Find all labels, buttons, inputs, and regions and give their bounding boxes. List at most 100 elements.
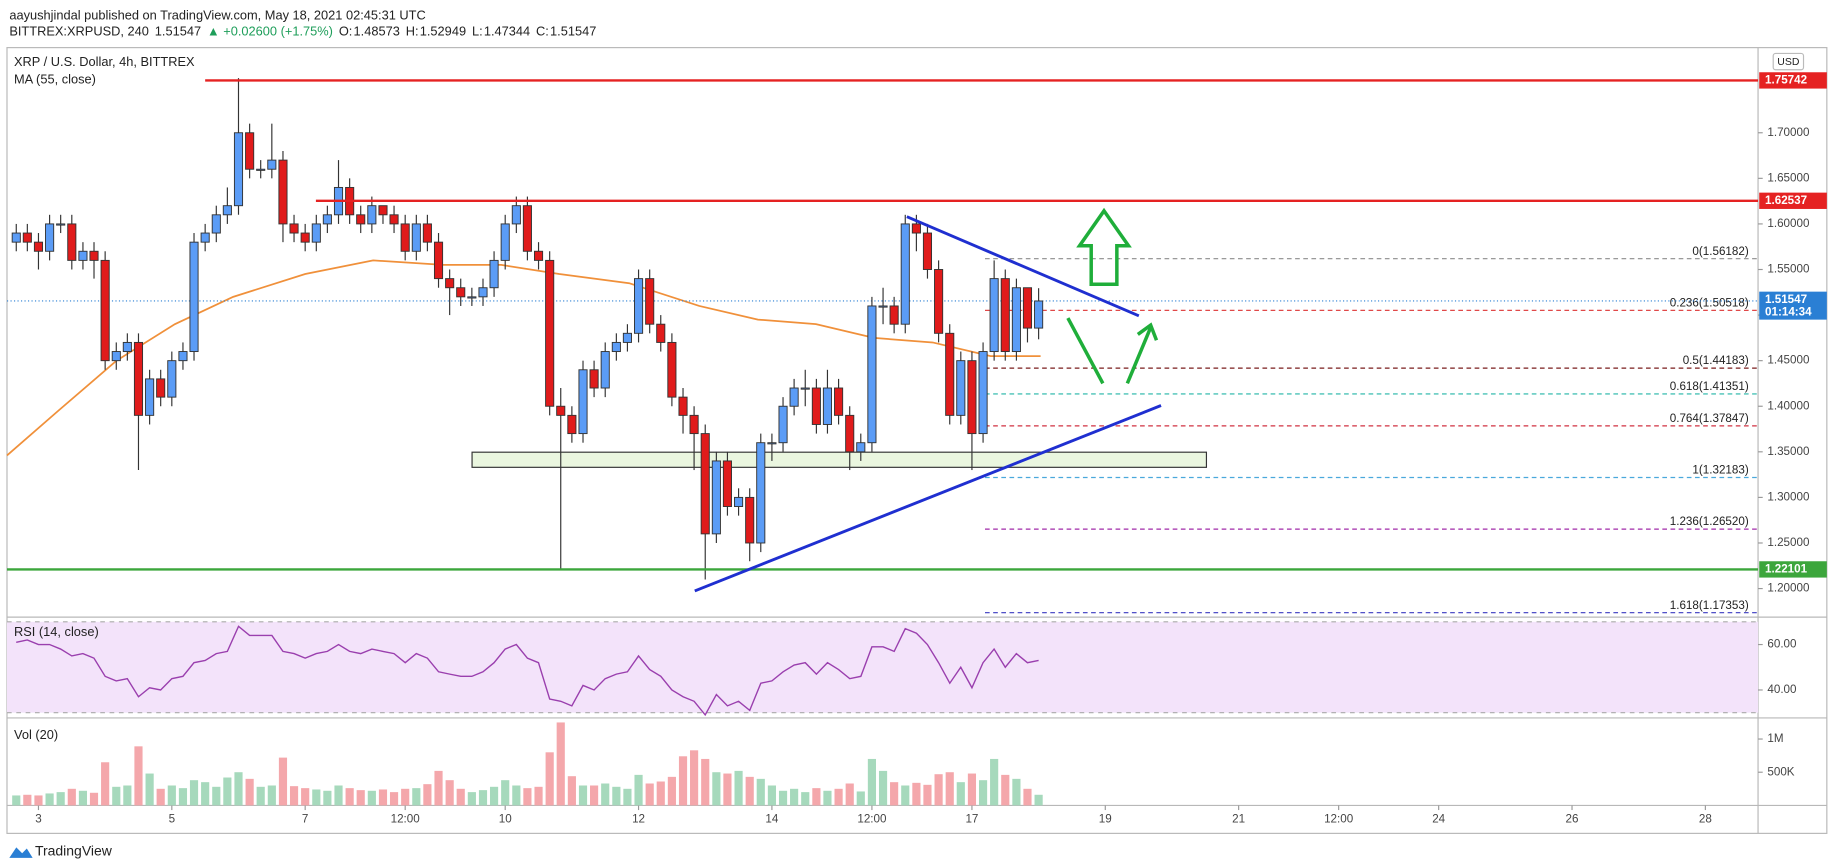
volume-bar	[134, 746, 143, 806]
volume-bar	[801, 792, 810, 806]
x-tick-label: 26	[1566, 812, 1579, 825]
volume-bar	[201, 782, 210, 806]
candle-body	[111, 351, 121, 362]
y-tick-label: 1.25000	[1767, 536, 1810, 549]
candle-body	[911, 223, 921, 234]
candle-body	[822, 387, 832, 425]
candle-body	[56, 223, 66, 226]
candle-body	[422, 223, 432, 243]
ma-legend: MA (55, close)	[14, 72, 96, 87]
candle-body	[200, 232, 210, 243]
candle-body	[233, 132, 244, 207]
volume-bar	[578, 785, 588, 806]
candle-body	[122, 341, 132, 353]
ohlc-value: 1.51547	[550, 24, 596, 39]
candle-body	[445, 278, 455, 289]
volume-bar	[601, 783, 610, 806]
ohlc-value: 1.48573	[354, 24, 400, 39]
volume-bar	[178, 788, 188, 806]
volume-bar	[990, 758, 999, 806]
candle-body	[78, 250, 88, 261]
y-tick-label: 1.65000	[1767, 171, 1810, 184]
volume-bar	[112, 786, 121, 806]
arrow-down-stroke	[1066, 317, 1105, 385]
candle-body	[1034, 300, 1044, 329]
candle-body	[745, 496, 755, 544]
candle-body	[1022, 287, 1033, 329]
y-tick-label: 1.70000	[1767, 126, 1810, 139]
volume-bar	[345, 788, 354, 806]
volume-bar	[289, 786, 299, 806]
y-tick-label: 1.55000	[1767, 263, 1810, 276]
last: 1.51547	[155, 24, 201, 39]
y-tick-label: 1.45000	[1767, 354, 1810, 367]
y-tick-label: 60.00	[1767, 638, 1797, 651]
candle-body	[578, 369, 588, 435]
volume-bar	[78, 790, 88, 806]
volume-bar	[678, 756, 688, 806]
volume-bar	[778, 790, 788, 806]
volume-bar	[856, 791, 865, 806]
volume-bar	[634, 774, 643, 806]
rsi-line	[16, 625, 1039, 717]
x-tick-label: 17	[965, 812, 978, 825]
candle-body	[867, 305, 877, 444]
level-label: 1.75742	[1765, 73, 1808, 86]
volume-bar	[790, 788, 799, 806]
y-tick-label: 1.40000	[1767, 399, 1810, 412]
candle-body	[256, 168, 266, 171]
currency-box[interactable]	[1772, 52, 1805, 71]
candle-body	[278, 159, 288, 225]
arrow-up-stroke	[1125, 326, 1153, 385]
volume-bar	[612, 786, 621, 806]
volume-bar	[878, 770, 888, 806]
volume-bar	[401, 788, 410, 806]
x-tick-label: 12:00	[1324, 812, 1354, 825]
candle-body	[856, 442, 866, 453]
x-tick-label: 28	[1699, 812, 1712, 825]
candle-body	[767, 442, 777, 445]
volume-bar	[967, 773, 977, 806]
volume-bar	[256, 786, 265, 806]
y-tick-label: 1.30000	[1767, 490, 1810, 503]
volume-bar	[356, 790, 365, 806]
volume-bar	[845, 783, 854, 806]
candle-body	[811, 387, 821, 425]
volume-bar	[523, 788, 532, 806]
candle-body	[211, 214, 221, 234]
candle-body	[245, 132, 255, 170]
volume-bar	[89, 792, 99, 806]
candle-body	[433, 241, 444, 280]
candle-body	[500, 223, 510, 261]
currency[interactable]: USD	[1777, 57, 1800, 68]
candle-body	[722, 460, 732, 507]
candle-body	[845, 414, 855, 453]
ohlc-label: L:	[472, 24, 483, 39]
candle-body	[611, 341, 621, 353]
volume-bar	[912, 782, 921, 806]
volume-bar	[723, 773, 732, 806]
fib-label: 0.5(1.44183)	[1683, 354, 1749, 367]
level-label-box	[1759, 192, 1827, 209]
volume-bar	[923, 784, 932, 806]
candle-body	[600, 351, 610, 389]
candle-body	[45, 223, 55, 252]
candle-body	[989, 278, 999, 353]
candle-body	[878, 305, 888, 308]
y-tick-label: 40.00	[1767, 683, 1797, 696]
candle-body	[922, 232, 933, 270]
volume-bar	[767, 785, 776, 806]
volume-bar	[645, 783, 654, 806]
x-tick-label: 3	[35, 812, 41, 825]
volume-bar	[378, 789, 388, 806]
volume-bar	[445, 780, 454, 806]
volume-bar	[478, 790, 488, 806]
volume-bar	[934, 774, 943, 806]
level-label-box	[1759, 561, 1827, 578]
candle-body	[889, 305, 899, 325]
ohlc-label: H:	[406, 24, 419, 39]
candle-body	[711, 460, 721, 535]
volume-bar	[656, 781, 665, 806]
volume-bar	[189, 780, 199, 806]
